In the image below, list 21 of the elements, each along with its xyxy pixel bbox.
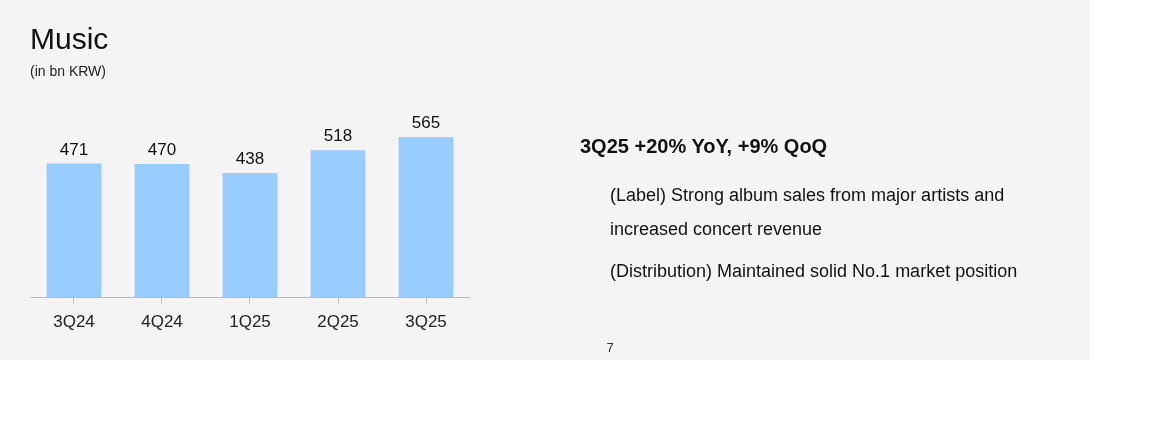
x-tick-label: 1Q25 bbox=[229, 311, 271, 331]
text: 7 bbox=[606, 340, 614, 355]
data-label: 471 bbox=[59, 139, 89, 159]
bar bbox=[46, 163, 102, 297]
bar bbox=[222, 172, 278, 297]
data-label: 518 bbox=[323, 126, 353, 146]
text: (Distribution) Maintained solid No.1 market position bbox=[610, 261, 1018, 281]
x-tick-label: 2Q25 bbox=[317, 311, 359, 331]
chart-title: Music bbox=[30, 22, 109, 55]
bar bbox=[398, 137, 454, 297]
x-tick-label: 3Q25 bbox=[405, 311, 447, 331]
x-tick-label: 3Q24 bbox=[53, 311, 95, 331]
data-label: 565 bbox=[411, 113, 441, 132]
data-label: 470 bbox=[147, 139, 177, 159]
bar bbox=[134, 163, 190, 297]
x-tick-label: 4Q24 bbox=[141, 311, 183, 331]
text: (Label) Strong album sales from major artists and increased concert revenue bbox=[610, 185, 1005, 239]
bar bbox=[310, 150, 366, 297]
text: 3Q25 +20% YoY, +9% QoQ bbox=[580, 135, 828, 157]
data-label: 438 bbox=[235, 148, 265, 168]
chart-subtitle: (in bn KRW) bbox=[30, 63, 106, 79]
